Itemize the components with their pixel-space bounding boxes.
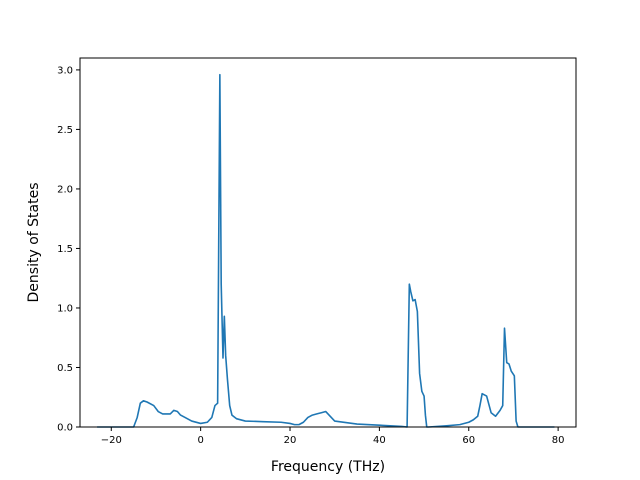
plot-frame <box>79 57 577 428</box>
y-axis-ticks: 0.0 0.5 1.0 1.5 2.0 2.5 3.0 <box>57 65 80 434</box>
x-tick-label: 40 <box>373 435 386 446</box>
y-tick-label: 1.5 <box>57 244 73 255</box>
series-line-0 <box>97 73 555 428</box>
x-tick-label: −20 <box>101 435 122 446</box>
y-tick-label: 0.5 <box>57 363 73 374</box>
y-tick-label: 2.5 <box>57 125 73 136</box>
x-axis-label: Frequency (THz) <box>271 459 385 475</box>
y-tick-label: 2.0 <box>57 184 73 195</box>
x-axis-ticks: −20 0 20 40 60 80 <box>101 427 565 446</box>
y-tick-label: 0.0 <box>57 423 73 434</box>
x-tick-label: 20 <box>284 435 297 446</box>
y-axis-label: Density of States <box>26 183 42 303</box>
series-layer <box>97 73 555 428</box>
y-tick-label: 1.0 <box>57 303 73 314</box>
x-tick-label: 60 <box>462 435 475 446</box>
x-tick-label: 80 <box>552 435 565 446</box>
x-tick-label: 0 <box>197 435 203 446</box>
y-tick-label: 3.0 <box>57 65 73 76</box>
